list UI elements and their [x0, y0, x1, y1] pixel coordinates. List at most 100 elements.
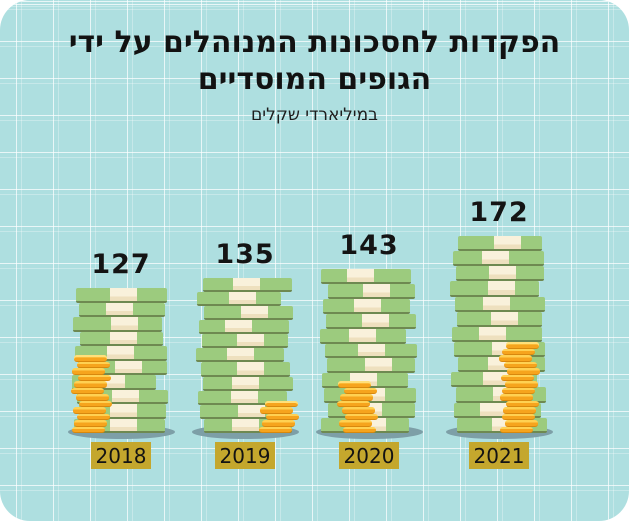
coin	[341, 407, 375, 414]
year-label: 2021	[469, 442, 529, 469]
coin	[258, 426, 292, 433]
coin-stack	[258, 400, 299, 433]
coin-stack	[498, 342, 540, 433]
banknote-bundle	[72, 317, 162, 332]
coin	[73, 381, 107, 388]
money-band	[231, 418, 259, 431]
coin	[502, 407, 536, 414]
money-band	[357, 343, 385, 357]
banknote-bundle	[202, 278, 292, 293]
money-stack-group-2020: 143 2020	[315, 230, 423, 469]
coin	[498, 355, 532, 362]
banknote-bundle	[452, 251, 544, 267]
banknote-bundle	[201, 334, 288, 349]
money-band	[109, 418, 137, 431]
banknote-bundle	[325, 313, 416, 329]
coin	[339, 394, 373, 401]
coin	[71, 426, 105, 433]
coin	[72, 407, 106, 414]
coin	[504, 420, 538, 427]
money-band	[487, 281, 515, 295]
money-band	[482, 296, 510, 310]
money-band	[109, 404, 137, 417]
money-stack-group-2018: 127 2018	[67, 249, 175, 469]
banknote-bundle	[203, 306, 293, 321]
money-band	[231, 376, 259, 389]
value-label: 127	[91, 249, 151, 280]
banknote-bundle	[198, 320, 289, 335]
coin	[259, 407, 293, 414]
coin	[73, 355, 107, 362]
money-band	[481, 251, 509, 265]
money-band	[236, 362, 264, 375]
money-band	[493, 236, 521, 250]
chart-subtitle: במיליארדי שקלים	[251, 105, 378, 125]
banknote-bundle	[202, 376, 293, 391]
money-band	[236, 334, 264, 347]
coin-stack	[336, 381, 378, 433]
banknote-bundle	[78, 302, 165, 317]
value-label: 135	[215, 239, 275, 270]
coin	[506, 368, 540, 375]
money-stack-group-2019: 135 2019	[191, 239, 299, 469]
banknote-bundle	[449, 281, 539, 297]
chart-title-line2: הגופים המוסדיים	[197, 62, 432, 97]
banknote-bundle	[327, 283, 415, 299]
money-band	[232, 278, 260, 291]
money-band	[109, 331, 137, 344]
money-band	[362, 283, 390, 297]
banknote-bundle	[454, 296, 545, 312]
banknote-bundle	[196, 292, 281, 307]
value-label: 172	[469, 197, 529, 228]
banknote-bundle	[456, 311, 542, 327]
coin	[504, 381, 538, 388]
banknote-bundle	[322, 298, 410, 314]
value-label: 143	[339, 230, 399, 261]
banknote-bundle	[455, 266, 544, 282]
coin	[338, 420, 372, 427]
chart-title-line1: הפקדות לחסכונות המנוהלים על ידי	[68, 25, 561, 60]
coin	[75, 394, 109, 401]
coin	[337, 381, 371, 388]
money-band	[110, 317, 138, 330]
money-band	[353, 298, 381, 312]
money-band	[348, 328, 376, 342]
year-label: 2018	[91, 442, 151, 469]
year-label: 2019	[215, 442, 275, 469]
banknote-bundle	[324, 343, 417, 359]
coin	[71, 368, 105, 375]
money-band	[240, 306, 268, 319]
chart-header: הפקדות לחסכונות המנוהלים על ידי הגופים המ…	[0, 24, 629, 125]
banknote-bundle	[75, 288, 167, 303]
banknote-bundle	[326, 358, 415, 374]
money-band	[105, 302, 133, 315]
coin	[499, 394, 533, 401]
money-band	[109, 288, 137, 301]
coin	[73, 420, 107, 427]
money-stack-group-2021: 172 2021	[445, 197, 553, 469]
coin	[505, 342, 539, 349]
banknote-bundle	[195, 348, 284, 363]
coin	[261, 420, 295, 427]
money-band	[364, 358, 392, 372]
money-band	[361, 313, 389, 327]
money-band	[478, 326, 506, 340]
money-band	[114, 360, 142, 373]
banknote-bundle	[457, 236, 542, 252]
banknote-bundle	[79, 331, 163, 346]
banknote-bundle	[319, 328, 406, 344]
chart-title: הפקדות לחסכונות המנוהלים על ידי הגופים המ…	[0, 24, 629, 98]
coin-stack	[70, 355, 112, 433]
banknote-bundle	[200, 362, 290, 377]
money-band	[346, 269, 374, 282]
money-band	[230, 390, 258, 403]
money-band	[226, 348, 254, 361]
money-band	[111, 389, 139, 402]
money-band	[490, 311, 518, 325]
money-band	[224, 320, 252, 333]
banknote-bundle	[320, 269, 411, 284]
money-band	[488, 266, 516, 280]
coin	[499, 426, 533, 433]
